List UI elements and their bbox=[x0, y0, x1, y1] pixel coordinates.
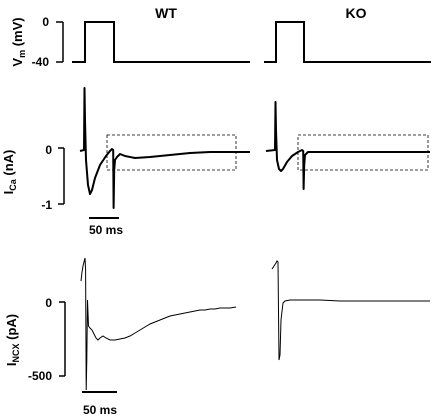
column-title-wt: WT bbox=[155, 5, 177, 21]
vm-tick-minus40: -40 bbox=[32, 55, 50, 69]
vm-label-unit: (mV) bbox=[10, 17, 25, 50]
svg-text:Vm (mV): Vm (mV) bbox=[10, 17, 27, 66]
ica-trace-ko bbox=[265, 101, 430, 190]
ica-label-sub: Ca bbox=[8, 178, 18, 190]
ica-trace-wt bbox=[79, 87, 250, 209]
incx-tick-minus500: -500 bbox=[28, 369, 52, 383]
svg-text:INCX (pA): INCX (pA) bbox=[4, 314, 21, 366]
incx-label-unit: (pA) bbox=[4, 314, 19, 344]
incx-scalebar-label: 50 ms bbox=[83, 403, 117, 417]
svg-text:ICa (nA): ICa (nA) bbox=[1, 150, 18, 195]
vm-protocol-wt bbox=[72, 21, 250, 63]
vm-row-label: Vm (mV) bbox=[10, 17, 27, 66]
vm-label-main: V bbox=[10, 58, 25, 67]
ica-tick-minus1: -1 bbox=[41, 198, 52, 212]
incx-trace-wt bbox=[80, 257, 237, 391]
incx-tick-0: 0 bbox=[45, 296, 52, 310]
ica-row-label: ICa (nA) bbox=[1, 150, 18, 195]
incx-label-main: I bbox=[4, 363, 19, 367]
column-title-ko: KO bbox=[346, 5, 367, 21]
ica-label-main: I bbox=[1, 191, 16, 195]
vm-label-sub: m bbox=[17, 50, 27, 58]
incx-trace-ko bbox=[271, 260, 430, 361]
ica-tick-0: 0 bbox=[45, 143, 52, 157]
vm-tick-0: 0 bbox=[42, 15, 49, 29]
incx-row-label: INCX (pA) bbox=[4, 314, 21, 366]
ica-label-unit: (nA) bbox=[1, 150, 16, 180]
incx-label-sub: NCX bbox=[11, 343, 21, 362]
vm-protocol-ko bbox=[264, 21, 431, 63]
ica-scalebar-label: 50 ms bbox=[89, 223, 123, 237]
